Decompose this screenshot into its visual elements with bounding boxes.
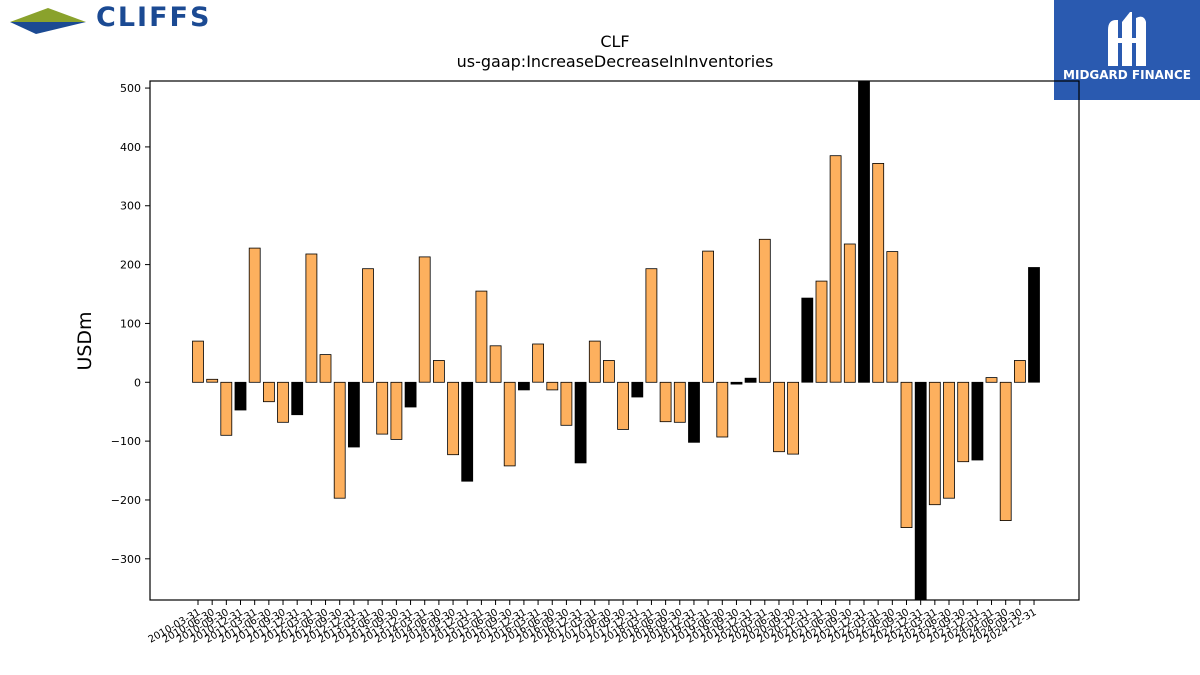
bar-2013-06-30 bbox=[376, 381, 389, 435]
bar-2013-12-31 bbox=[404, 381, 417, 408]
midgard-logo-text: MIDGARD FINANCE bbox=[1063, 68, 1191, 82]
bar-2024-12-31 bbox=[1028, 267, 1040, 383]
bar-2011-06-30 bbox=[262, 381, 275, 403]
bar-2015-03-31 bbox=[475, 290, 488, 383]
y-tick-label: −300 bbox=[111, 553, 141, 566]
cliffs-emblem-icon bbox=[10, 8, 86, 34]
bar-2016-06-30 bbox=[546, 381, 559, 391]
x-axis-ticks: 2010-03-312010-06-302010-09-302010-12-31… bbox=[147, 600, 1039, 646]
bar-2013-03-31 bbox=[362, 268, 374, 383]
y-tick-label: 500 bbox=[120, 82, 141, 95]
bar-2010-12-31 bbox=[234, 381, 247, 411]
bar-2023-12-31 bbox=[971, 381, 984, 461]
bar-2014-06-30 bbox=[432, 360, 445, 383]
bar-2015-06-30 bbox=[489, 345, 502, 383]
bar-2014-12-31 bbox=[461, 381, 474, 482]
bar-2017-09-30 bbox=[617, 381, 629, 430]
bar-2018-09-30 bbox=[673, 381, 686, 423]
bar-2010-06-30 bbox=[206, 378, 219, 383]
bar-2017-12-31 bbox=[631, 381, 644, 398]
y-tick-label: 200 bbox=[120, 259, 141, 272]
bar-2023-06-30 bbox=[943, 381, 955, 499]
bar-2012-06-30 bbox=[319, 354, 332, 383]
bar-2021-12-31 bbox=[858, 80, 870, 383]
y-tick-label: −100 bbox=[111, 435, 141, 448]
bar-2023-09-30 bbox=[957, 381, 970, 463]
bar-2023-03-31 bbox=[928, 381, 941, 506]
y-tick-label: 100 bbox=[120, 317, 141, 330]
bar-2020-06-30 bbox=[773, 381, 785, 453]
midgard-emblem-icon bbox=[1108, 12, 1146, 66]
bar-2014-03-31 bbox=[418, 256, 431, 383]
chart-subtitle: us-gaap:IncreaseDecreaseInInventories bbox=[457, 52, 774, 71]
bar-2021-06-30 bbox=[829, 155, 842, 383]
bar-2017-06-30 bbox=[603, 360, 615, 383]
bar-2018-03-31 bbox=[645, 268, 658, 383]
bar-2019-06-30 bbox=[716, 381, 729, 438]
y-tick-label: 0 bbox=[134, 376, 141, 389]
bar-2020-03-31 bbox=[758, 238, 771, 383]
chart-title: CLF bbox=[600, 32, 629, 51]
bar-2021-09-30 bbox=[843, 243, 856, 383]
bars-group bbox=[192, 80, 1040, 601]
bar-2013-09-30 bbox=[390, 381, 403, 440]
bar-2024-09-30 bbox=[1014, 360, 1026, 383]
bar-2015-12-31 bbox=[518, 381, 530, 391]
bar-2011-03-31 bbox=[248, 247, 261, 383]
bar-2017-03-31 bbox=[588, 340, 601, 383]
bar-2012-03-31 bbox=[305, 253, 318, 383]
bar-2024-06-30 bbox=[999, 381, 1012, 521]
y-axis-ticks: −300 −200 −100 0 100 200 300 400 500 bbox=[111, 82, 150, 566]
y-tick-label: −200 bbox=[111, 494, 141, 507]
bar-2024-03-31 bbox=[985, 377, 998, 383]
bar-2011-09-30 bbox=[277, 381, 289, 423]
cliffs-logo: CLIFFS bbox=[8, 2, 248, 36]
bar-2020-12-31 bbox=[801, 297, 814, 383]
y-tick-label: 300 bbox=[120, 200, 141, 213]
bar-2022-09-30 bbox=[900, 381, 913, 528]
bar-2012-09-30 bbox=[333, 381, 346, 499]
bar-2022-06-30 bbox=[886, 251, 899, 383]
bar-2020-09-30 bbox=[787, 381, 799, 455]
bar-2018-06-30 bbox=[659, 381, 672, 423]
bar-2016-03-31 bbox=[532, 343, 544, 383]
cliffs-logo-text: CLIFFS bbox=[96, 2, 212, 33]
bar-2016-12-31 bbox=[574, 381, 587, 464]
y-axis-label: USDm bbox=[74, 311, 96, 370]
bar-2019-12-31 bbox=[744, 377, 757, 383]
bar-2014-09-30 bbox=[447, 381, 460, 456]
bar-2016-09-30 bbox=[560, 381, 573, 426]
bar-2019-09-30 bbox=[730, 381, 743, 385]
bar-2021-03-31 bbox=[815, 280, 828, 383]
bar-2010-03-31 bbox=[192, 340, 204, 383]
bar-2019-03-31 bbox=[702, 250, 714, 383]
y-tick-label: 400 bbox=[120, 141, 141, 154]
bar-2022-03-31 bbox=[872, 162, 885, 383]
plot-frame bbox=[149, 80, 1080, 601]
bar-2011-12-31 bbox=[291, 381, 304, 416]
bar-2015-09-30 bbox=[503, 381, 516, 467]
bar-2018-12-31 bbox=[688, 381, 700, 443]
bar-2012-12-31 bbox=[347, 381, 360, 448]
bar-2022-12-31 bbox=[914, 381, 927, 601]
bar-2010-09-30 bbox=[220, 381, 233, 436]
midgard-finance-logo: MIDGARD FINANCE bbox=[1054, 0, 1200, 100]
